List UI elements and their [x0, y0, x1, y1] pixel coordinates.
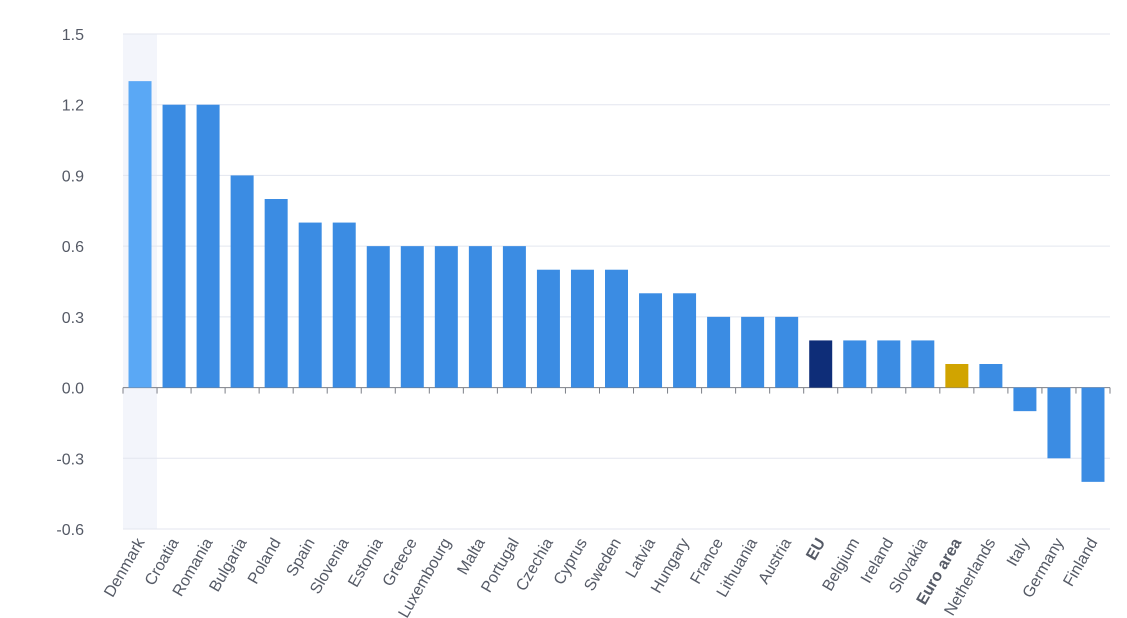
- x-tick-label: EU: [803, 536, 829, 564]
- x-tick-label: Spain: [283, 536, 318, 580]
- bar-sweden[interactable]: [605, 269, 628, 388]
- bar-portugal[interactable]: [502, 246, 526, 388]
- bar-hungary[interactable]: [673, 293, 697, 388]
- bar-estonia[interactable]: [366, 246, 390, 388]
- bar-spain[interactable]: [298, 222, 322, 388]
- bar-cyprus[interactable]: [570, 269, 594, 388]
- bar-euro-area[interactable]: [945, 364, 969, 388]
- bar-slovenia[interactable]: [332, 222, 356, 388]
- bar-latvia[interactable]: [639, 293, 663, 388]
- bar-romania[interactable]: [196, 104, 220, 388]
- bar-netherlands[interactable]: [979, 364, 1003, 388]
- bar-malta[interactable]: [468, 246, 492, 388]
- bar-luxembourg[interactable]: [434, 246, 458, 388]
- y-axis-ticks: 1.5 1.2 0.9 0.6 0.3 0.0 -0.3 -0.6: [56, 27, 84, 539]
- x-tick-label: Denmark: [101, 535, 149, 601]
- x-tick-label: Austria: [756, 535, 796, 587]
- x-tick-label: Poland: [245, 536, 285, 588]
- y-tick-label: 0.0: [62, 381, 84, 398]
- y-tick-label: 0.9: [62, 168, 84, 185]
- y-tick-label: 1.5: [62, 27, 84, 44]
- y-tick-label: -0.3: [56, 451, 84, 468]
- bar-denmark[interactable]: [128, 81, 152, 388]
- bar-bulgaria[interactable]: [230, 175, 254, 388]
- y-tick-label: -0.6: [56, 522, 84, 539]
- bar-poland[interactable]: [264, 199, 288, 388]
- bar-eu[interactable]: [809, 340, 833, 388]
- y-tick-label: 1.2: [62, 98, 84, 115]
- bar-slovakia[interactable]: [911, 340, 935, 388]
- x-tick-label: Malta: [455, 535, 489, 577]
- bar-greece[interactable]: [400, 246, 424, 388]
- bar-austria[interactable]: [775, 316, 799, 388]
- bar-france[interactable]: [707, 316, 731, 388]
- y-tick-label: 0.6: [62, 239, 84, 256]
- bars: [128, 81, 1105, 482]
- bar-finland[interactable]: [1081, 387, 1105, 482]
- x-tick-label: Latvia: [623, 535, 659, 581]
- x-tick-label: Italy: [1004, 536, 1033, 570]
- bar-czechia[interactable]: [536, 269, 560, 388]
- bar-ireland[interactable]: [877, 340, 901, 388]
- x-axis-ticks: [122, 387, 1111, 394]
- y-tick-label: 0.3: [62, 310, 84, 327]
- bar-italy[interactable]: [1013, 387, 1037, 412]
- x-axis-labels: DenmarkCroatiaRomaniaBulgariaPolandSpain…: [101, 535, 1101, 618]
- bar-germany[interactable]: [1047, 387, 1071, 459]
- bar-belgium[interactable]: [843, 340, 867, 388]
- bar-croatia[interactable]: [162, 104, 186, 388]
- bar-lithuania[interactable]: [741, 316, 765, 388]
